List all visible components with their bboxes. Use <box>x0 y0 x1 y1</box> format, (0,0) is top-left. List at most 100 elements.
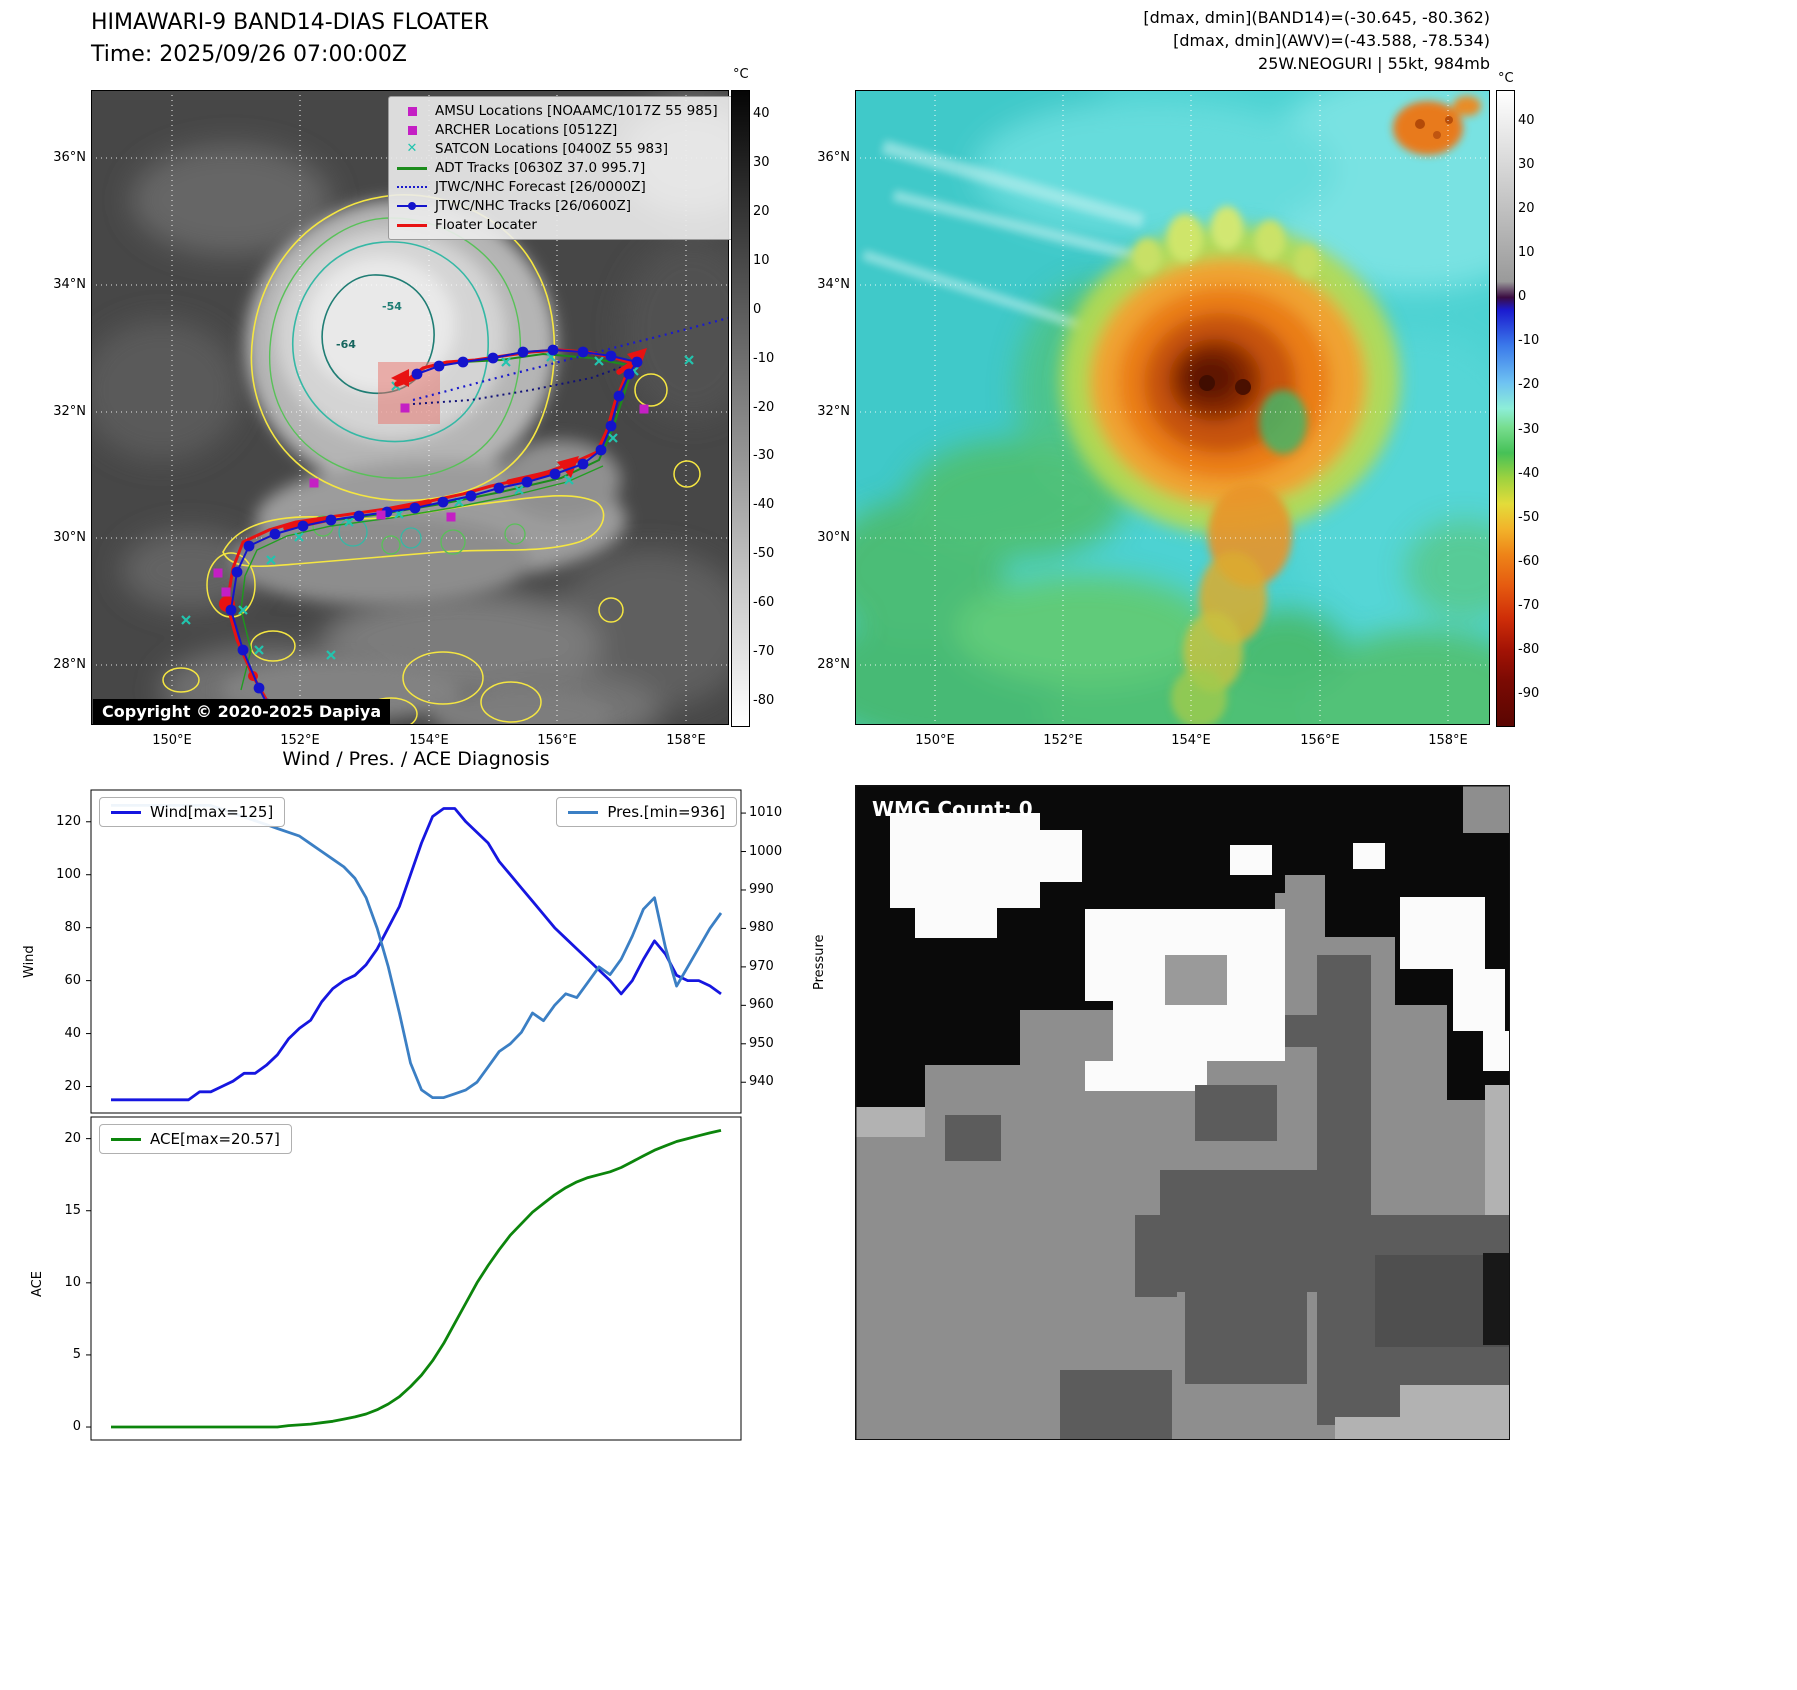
pressure-legend-line <box>568 810 599 814</box>
panel_a-colorbar-tick: 30 <box>753 155 770 171</box>
panel_a-colorbar-tick: -10 <box>753 350 775 366</box>
chart1-ytick-right: 960 <box>749 997 774 1013</box>
panel_a-colorbar-tick: -80 <box>753 692 775 708</box>
panel_b-colorbar-tick: -50 <box>1518 509 1540 525</box>
panel_b-lon-tick: 150°E <box>915 733 955 748</box>
chart1-ytick-right: 1010 <box>749 805 783 821</box>
panel_b-colorbar-tick: -10 <box>1518 333 1540 349</box>
panel_b-lon-tick: 158°E <box>1428 733 1468 748</box>
panel_b-lat-tick: 28°N <box>817 657 850 672</box>
storm-name-intensity: 25W.NEOGURI | 55kt, 984mb <box>1258 54 1490 73</box>
chart1-ytick-right: 1000 <box>749 843 783 859</box>
panel_a-lat-tick: 36°N <box>53 150 86 165</box>
chart1-ytick-right: 990 <box>749 881 774 897</box>
legend-item-3: ADT Tracks [0630Z 37.0 995.7] <box>397 160 739 176</box>
panel_b-colorbar-tick: 0 <box>1518 289 1527 305</box>
legend-item-0: AMSU Locations [NOAAMC/1017Z 55 985] <box>397 103 739 119</box>
jtwc-track-line <box>225 344 643 725</box>
panel_b-colorbar-tick: -40 <box>1518 465 1540 481</box>
legend-item-label: Floater Locater <box>435 217 537 233</box>
wmg-map <box>855 785 1510 1440</box>
panel_a-lon-tick: 154°E <box>409 733 449 748</box>
panel_b-lat-tick: 30°N <box>817 530 850 545</box>
panel_b-colorbar-tick: 30 <box>1518 156 1535 172</box>
panel_b-colorbar-tick: 10 <box>1518 245 1535 261</box>
chart2-ytick-left: 5 <box>72 1346 81 1362</box>
panel_a-colorbar-tick: -40 <box>753 497 775 513</box>
x-marker-icon: ✕ <box>406 141 418 156</box>
panel_b-lon-tick: 152°E <box>1043 733 1083 748</box>
chart1-ytick-left: 80 <box>64 919 81 935</box>
panel_a-colorbar-tick: -60 <box>753 594 775 610</box>
square-marker-icon <box>397 125 427 135</box>
chart1-ytick-left: 100 <box>56 866 81 882</box>
panel_a-colorbar-tick: 40 <box>753 106 770 122</box>
panel_a-colorbar-tick: 20 <box>753 204 770 220</box>
panel-b-colorbar-unit: °C <box>1498 71 1514 86</box>
legend-item-1: ARCHER Locations [0512Z] <box>397 122 739 138</box>
chart2-ytick-left: 15 <box>64 1202 81 1218</box>
panel_a-colorbar-tick: -70 <box>753 643 775 659</box>
chart1-ytick-left: 60 <box>64 972 81 988</box>
panel-a-legend: AMSU Locations [NOAAMC/1017Z 55 985] ARCH… <box>388 96 748 240</box>
panel_a-colorbar-tick: -30 <box>753 448 775 464</box>
panel_a-lat-tick: 34°N <box>53 277 86 292</box>
storm-core <box>1060 225 1400 535</box>
panel_a-lat-tick: 28°N <box>53 657 86 672</box>
chart1-ytick-right: 950 <box>749 1035 774 1051</box>
panel_b-colorbar-tick: -90 <box>1518 686 1540 702</box>
ace-legend: ACE[max=20.57] <box>99 1124 292 1154</box>
chart2-ytick-left: 0 <box>72 1419 81 1435</box>
wind-legend-line <box>111 810 141 814</box>
chart2-ytick-left: 10 <box>64 1274 81 1290</box>
storm-tracks <box>180 316 729 725</box>
wind-axis-label: Wind <box>22 945 37 978</box>
panel_b-lon-tick: 154°E <box>1171 733 1211 748</box>
legend-item-label: JTWC/NHC Tracks [26/0600Z] <box>435 198 632 214</box>
contour-label-54: -54 <box>382 300 402 313</box>
contour-label-64: -64 <box>336 338 356 351</box>
legend-item-5: JTWC/NHC Tracks [26/0600Z] <box>397 198 739 214</box>
panel_a-colorbar-tick: -50 <box>753 546 775 562</box>
copyright-label: Copyright © 2020-2025 Dapiya <box>93 699 391 724</box>
panel-b-graticule <box>855 90 1490 725</box>
panel_a-lon-tick: 156°E <box>537 733 577 748</box>
panel_a-colorbar-tick: -20 <box>753 399 775 415</box>
panel_a-lat-tick: 30°N <box>53 530 86 545</box>
panel_b-lat-tick: 36°N <box>817 150 850 165</box>
pressure-legend: Pres.[min=936] <box>556 797 737 827</box>
chart1-ytick-left: 20 <box>64 1078 81 1094</box>
wind-legend-label: Wind[max=125] <box>150 803 274 821</box>
panel_a-lon-tick: 152°E <box>280 733 320 748</box>
line-marker-icon <box>397 166 427 170</box>
chart1-ytick-right: 970 <box>749 958 774 974</box>
legend-item-label: ADT Tracks [0630Z 37.0 995.7] <box>435 160 646 176</box>
panel-b-header-band14: [dmax, dmin](BAND14)=(-30.645, -80.362) <box>1143 8 1490 27</box>
panel-b-satellite-map <box>855 90 1490 725</box>
pressure-legend-label: Pres.[min=936] <box>607 803 725 821</box>
panel-a-colorbar <box>731 90 750 727</box>
panel_b-colorbar-tick: -60 <box>1518 553 1540 569</box>
panel_b-colorbar-tick: 40 <box>1518 112 1535 128</box>
legend-item-label: ARCHER Locations [0512Z] <box>435 122 618 138</box>
legend-item-4: JTWC/NHC Forecast [26/0000Z] <box>397 179 739 195</box>
legend-item-label: SATCON Locations [0400Z 55 983] <box>435 141 668 157</box>
square-marker-icon <box>397 106 427 116</box>
panel_b-colorbar-tick: -20 <box>1518 377 1540 393</box>
dotted-marker-icon <box>397 186 427 188</box>
panel-a-colorbar-unit: °C <box>733 67 749 82</box>
diagnosis-title: Wind / Pres. / ACE Diagnosis <box>282 748 550 770</box>
ace-legend-label: ACE[max=20.57] <box>150 1130 280 1148</box>
wind-pressure-chart <box>86 789 746 1114</box>
chart1-ytick-right: 940 <box>749 1074 774 1090</box>
panel_a-lon-tick: 150°E <box>152 733 192 748</box>
legend-item-label: JTWC/NHC Forecast [26/0000Z] <box>435 179 646 195</box>
line-marker-icon <box>397 223 427 227</box>
legend-item-label: AMSU Locations [NOAAMC/1017Z 55 985] <box>435 103 718 119</box>
panel_a-colorbar-tick: 0 <box>753 301 762 317</box>
panel_a-colorbar-tick: 10 <box>753 252 770 268</box>
panel_a-lat-tick: 32°N <box>53 404 86 419</box>
panel-a-time: Time: 2025/09/26 07:00:00Z <box>91 42 407 67</box>
panel_b-colorbar-tick: -30 <box>1518 421 1540 437</box>
